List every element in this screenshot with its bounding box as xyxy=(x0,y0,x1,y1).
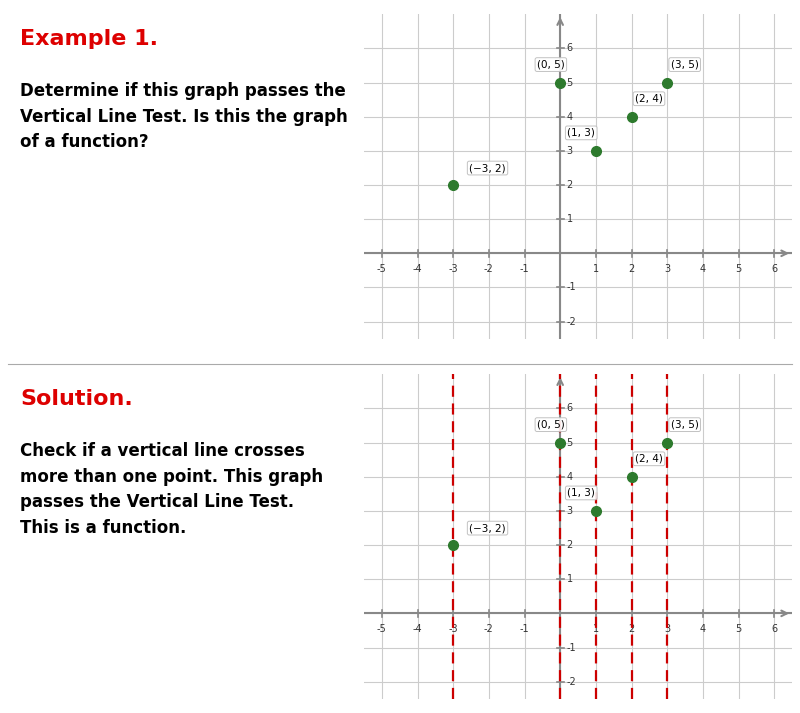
Text: -1: -1 xyxy=(520,265,530,275)
Text: (1, 3): (1, 3) xyxy=(567,488,595,498)
Text: 2: 2 xyxy=(628,265,634,275)
Text: 4: 4 xyxy=(700,265,706,275)
Text: 6: 6 xyxy=(771,265,778,275)
Text: (0, 5): (0, 5) xyxy=(537,420,565,430)
Text: 3: 3 xyxy=(664,265,670,275)
Text: -1: -1 xyxy=(566,642,576,652)
Text: 6: 6 xyxy=(566,43,573,53)
Text: Solution.: Solution. xyxy=(20,389,133,409)
Text: (3, 5): (3, 5) xyxy=(670,60,698,70)
Text: -2: -2 xyxy=(484,625,494,635)
Text: 5: 5 xyxy=(566,78,573,88)
Text: 2: 2 xyxy=(566,180,573,190)
Text: -2: -2 xyxy=(566,677,576,687)
Text: 6: 6 xyxy=(566,404,573,414)
Text: -2: -2 xyxy=(566,317,576,327)
Text: 4: 4 xyxy=(566,472,573,482)
Text: 3: 3 xyxy=(664,625,670,635)
Text: 4: 4 xyxy=(700,625,706,635)
Text: -4: -4 xyxy=(413,625,422,635)
Text: -3: -3 xyxy=(448,265,458,275)
Text: -2: -2 xyxy=(484,265,494,275)
Text: (−3, 2): (−3, 2) xyxy=(470,163,506,173)
Text: 4: 4 xyxy=(566,112,573,122)
Text: 2: 2 xyxy=(566,540,573,550)
Text: 5: 5 xyxy=(735,265,742,275)
Text: -4: -4 xyxy=(413,265,422,275)
Text: Check if a vertical line crosses
more than one point. This graph
passes the Vert: Check if a vertical line crosses more th… xyxy=(20,442,323,537)
Text: 3: 3 xyxy=(566,506,573,516)
Text: -5: -5 xyxy=(377,265,386,275)
Text: 1: 1 xyxy=(566,214,573,224)
Text: 1: 1 xyxy=(566,574,573,584)
Text: 1: 1 xyxy=(593,625,599,635)
Text: -3: -3 xyxy=(448,625,458,635)
Text: -1: -1 xyxy=(520,625,530,635)
Text: (0, 5): (0, 5) xyxy=(537,60,565,70)
Text: 1: 1 xyxy=(593,265,599,275)
Text: (−3, 2): (−3, 2) xyxy=(470,523,506,533)
Text: Example 1.: Example 1. xyxy=(20,29,158,48)
Text: 2: 2 xyxy=(628,625,634,635)
Text: 5: 5 xyxy=(735,625,742,635)
Text: -5: -5 xyxy=(377,625,386,635)
Text: 6: 6 xyxy=(771,625,778,635)
Text: 3: 3 xyxy=(566,146,573,156)
Text: Determine if this graph passes the
Vertical Line Test. Is this the graph
of a fu: Determine if this graph passes the Verti… xyxy=(20,82,348,151)
Text: (1, 3): (1, 3) xyxy=(567,128,595,138)
Text: 5: 5 xyxy=(566,438,573,448)
Text: (3, 5): (3, 5) xyxy=(670,420,698,430)
Text: -1: -1 xyxy=(566,282,576,292)
Text: (2, 4): (2, 4) xyxy=(635,93,663,103)
Text: (2, 4): (2, 4) xyxy=(635,453,663,463)
